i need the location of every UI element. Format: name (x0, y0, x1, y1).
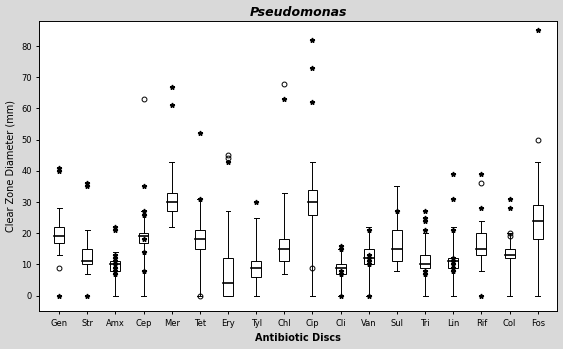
Bar (167, 193, 177, 211)
Bar (533, 205, 543, 239)
Bar (307, 190, 318, 215)
X-axis label: Antibiotic Discs: Antibiotic Discs (256, 333, 341, 343)
Bar (223, 258, 233, 296)
Bar (110, 261, 120, 271)
Bar (420, 255, 430, 268)
Bar (195, 230, 205, 249)
Bar (279, 239, 289, 261)
Bar (138, 233, 149, 243)
Bar (504, 249, 515, 258)
Bar (392, 230, 402, 261)
Bar (448, 258, 458, 268)
Bar (82, 249, 92, 265)
Bar (336, 265, 346, 274)
Bar (476, 233, 486, 255)
Bar (54, 227, 64, 243)
Y-axis label: Clear Zone Diameter (mm): Clear Zone Diameter (mm) (6, 100, 16, 232)
Bar (364, 249, 374, 265)
Bar (251, 261, 261, 277)
Title: Pseudomonas: Pseudomonas (249, 6, 347, 18)
